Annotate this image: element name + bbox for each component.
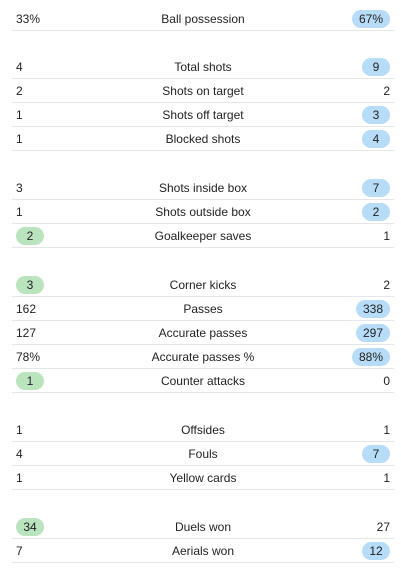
away-value: 3 (362, 105, 390, 124)
home-value: 33% (16, 11, 41, 26)
stat-row-goalkeeper-saves: Goalkeeper saves 2 1 (12, 224, 394, 248)
away-value: 297 (355, 323, 390, 342)
stat-label: Passes (183, 301, 223, 316)
away-value: 0 (383, 373, 390, 388)
home-value: 1 (16, 204, 23, 219)
stat-label: Total shots (174, 59, 232, 74)
home-value: 2 (16, 226, 44, 245)
stat-row-shots-outside-box: Shots outside box 1 2 (12, 200, 394, 224)
home-value: 162 (16, 301, 37, 316)
away-value: 9 (362, 57, 390, 76)
home-value: 7 (16, 543, 23, 558)
stat-label: Shots on target (162, 83, 244, 98)
home-value: 1 (16, 131, 23, 146)
stat-label: Yellow cards (169, 470, 237, 485)
home-value: 4 (16, 446, 23, 461)
home-value: 127 (16, 325, 37, 340)
stat-row-total-shots: Total shots 4 9 (12, 55, 394, 79)
stat-label: Ball possession (161, 11, 245, 26)
home-value: 3 (16, 275, 44, 294)
away-value: 4 (362, 129, 390, 148)
stat-label: Aerials won (171, 543, 235, 558)
away-value: 27 (376, 519, 390, 534)
stat-row-ball-possession: Ball possession 33% 67% (12, 7, 394, 31)
away-value: 2 (383, 83, 390, 98)
stat-label: Goalkeeper saves (154, 228, 252, 243)
stat-row-accurate-passes: Accurate passes 127 297 (12, 321, 394, 345)
away-value: 7 (362, 178, 390, 197)
home-value: 1 (16, 422, 23, 437)
stat-label: Corner kicks (169, 277, 237, 292)
stat-label: Duels won (174, 519, 232, 534)
home-value: 34 (16, 517, 44, 536)
stat-label: Accurate passes % (151, 349, 255, 364)
away-value: 12 (362, 541, 390, 560)
stat-row-shots-inside-box: Shots inside box 3 7 (12, 176, 394, 200)
stat-row-blocked-shots: Blocked shots 1 4 (12, 127, 394, 151)
stat-label: Shots off target (162, 107, 244, 122)
stat-label: Blocked shots (165, 131, 241, 146)
stat-label: Shots inside box (158, 180, 248, 195)
stat-row-offsides: Offsides 1 1 (12, 418, 394, 442)
stat-row-counter-attacks: Counter attacks 1 0 (12, 369, 394, 393)
home-value: 2 (16, 83, 23, 98)
home-value: 4 (16, 59, 23, 74)
home-value: 1 (16, 371, 44, 390)
home-value: 1 (16, 107, 23, 122)
home-value: 3 (16, 180, 23, 195)
away-value: 67% (351, 9, 390, 28)
stat-row-aerials-won: Aerials won 7 12 (12, 539, 394, 563)
away-value: 1 (383, 470, 390, 485)
away-value: 2 (362, 202, 390, 221)
stat-row-accurate-passes: Accurate passes % 78% 88% (12, 345, 394, 369)
away-value: 1 (383, 422, 390, 437)
stat-row-fouls: Fouls 4 7 (12, 442, 394, 466)
stat-label: Shots outside box (155, 204, 251, 219)
stat-row-shots-off-target: Shots off target 1 3 (12, 103, 394, 127)
home-value: 78% (16, 349, 41, 364)
home-value: 1 (16, 470, 23, 485)
away-value: 88% (351, 347, 390, 366)
stat-row-shots-on-target: Shots on target 2 2 (12, 79, 394, 103)
away-value: 338 (355, 299, 390, 318)
stat-label: Accurate passes (158, 325, 248, 340)
stat-label: Offsides (181, 422, 225, 437)
away-value: 7 (362, 444, 390, 463)
away-value: 1 (383, 228, 390, 243)
away-value: 2 (383, 277, 390, 292)
stat-row-yellow-cards: Yellow cards 1 1 (12, 466, 394, 490)
stat-row-passes: Passes 162 338 (12, 297, 394, 321)
stat-label: Counter attacks (160, 373, 246, 388)
stat-label: Fouls (188, 446, 218, 461)
stat-row-duels-won: Duels won 34 27 (12, 515, 394, 539)
stat-row-corner-kicks: Corner kicks 3 2 (12, 273, 394, 297)
